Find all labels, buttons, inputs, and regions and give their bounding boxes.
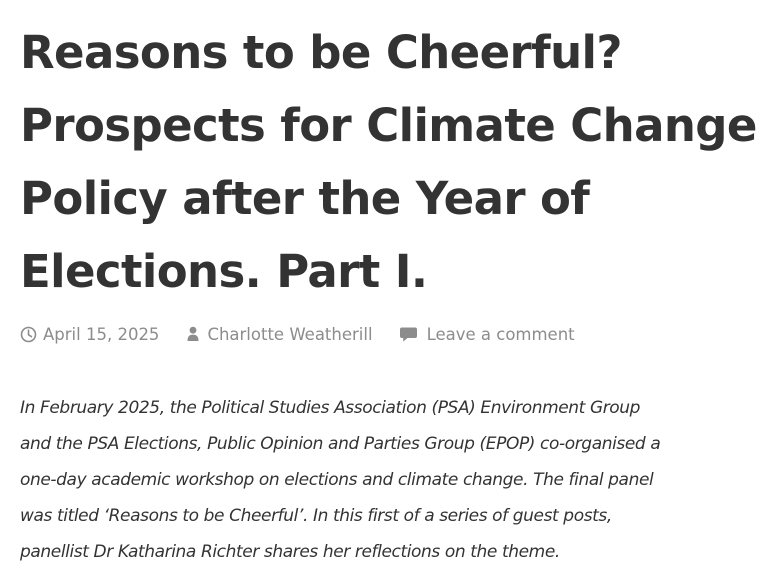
post-date: April 15, 2025: [20, 325, 159, 344]
comment-bubble-icon: [399, 326, 427, 343]
post-title: Reasons to be Cheerful? Prospects for Cl…: [20, 0, 765, 308]
intro-line: and the PSA Elections, Public Opinion an…: [20, 434, 661, 454]
post-intro: In February 2025, the Political Studies …: [20, 390, 765, 570]
post-author: Charlotte Weatherill: [187, 324, 373, 344]
clock-icon: [20, 326, 43, 343]
post-comments: Leave a comment: [399, 325, 575, 344]
post-title-line: Policy after the Year of: [20, 172, 590, 225]
post-title-line: Prospects for Climate Change: [20, 99, 757, 152]
post-title-line: Elections. Part I.: [20, 245, 428, 298]
post-author-link[interactable]: Charlotte Weatherill: [207, 324, 373, 344]
blog-post: Reasons to be Cheerful? Prospects for Cl…: [20, 0, 765, 562]
post-title-line: Reasons to be Cheerful?: [20, 26, 622, 79]
intro-line: In February 2025, the Political Studies …: [20, 398, 641, 418]
post-content: In February 2025, the Political Studies …: [20, 390, 765, 570]
post-date-link[interactable]: April 15, 2025: [43, 324, 160, 344]
intro-line: one-day academic workshop on elections a…: [20, 470, 654, 490]
leave-comment-link[interactable]: Leave a comment: [426, 324, 575, 344]
user-icon: [187, 326, 207, 342]
intro-line: was titled ‘Reasons to be Cheerful’. In …: [20, 506, 612, 526]
post-meta: April 15, 2025 Charlotte Weatherill Leav…: [20, 321, 575, 347]
intro-line: panellist Dr Katharina Richter shares he…: [20, 542, 560, 562]
